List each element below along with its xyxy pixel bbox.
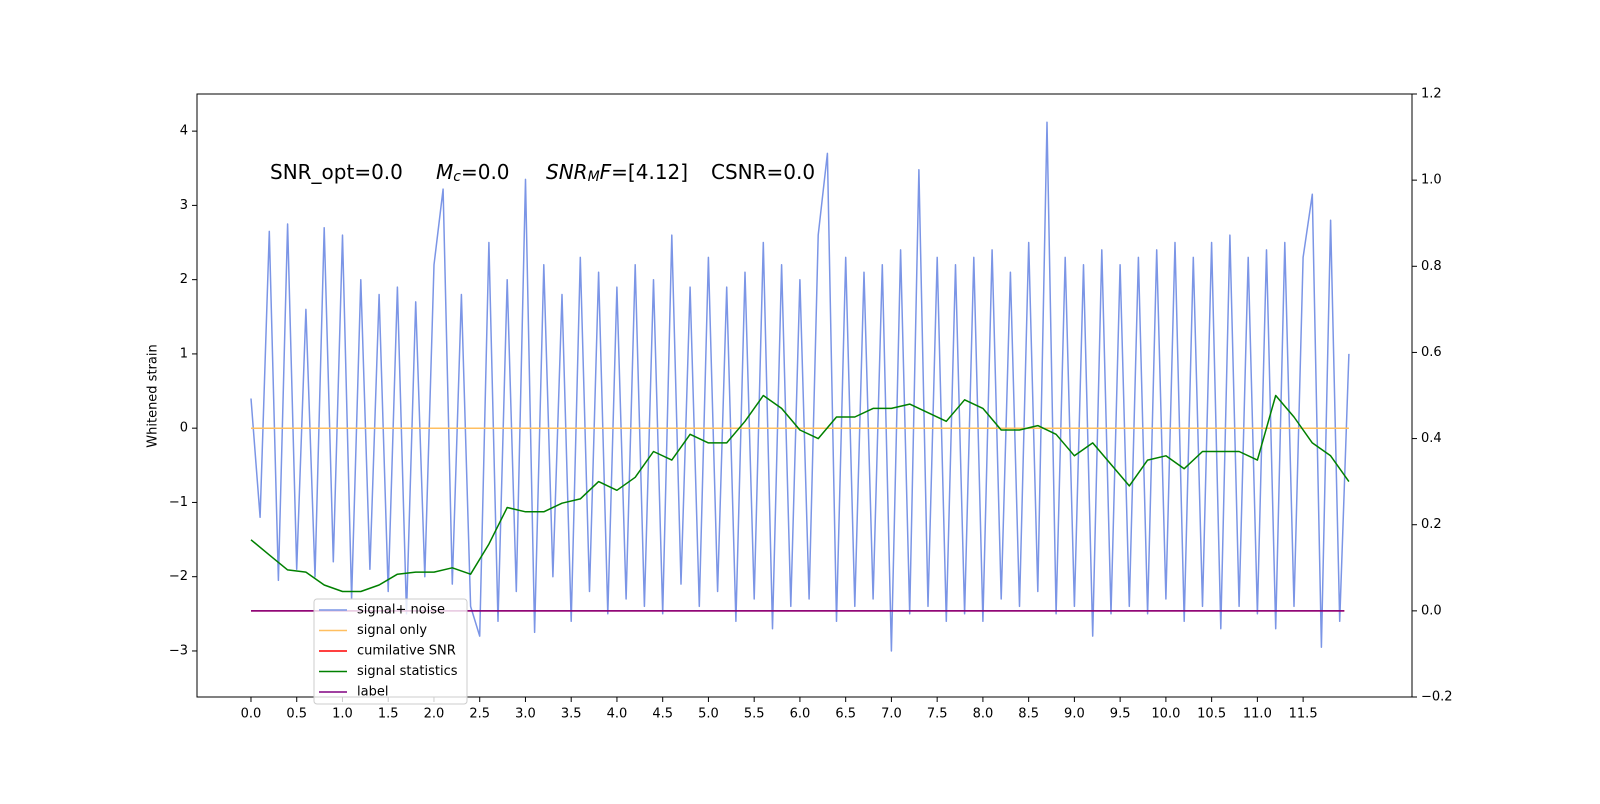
- plot-frame: [196, 93, 1413, 698]
- annotation: Mc=0.0: [436, 160, 510, 186]
- y2-tick-label: 1.2: [1421, 87, 1442, 102]
- y2-tick-label: 0.2: [1421, 517, 1442, 532]
- y2-tick-label: 0.8: [1421, 259, 1442, 274]
- x-tick-label: 8.5: [1018, 707, 1039, 722]
- series-line: [250, 394, 1350, 593]
- x-tick-label: 2.5: [469, 707, 490, 722]
- legend-label: signal statistics: [357, 664, 458, 679]
- x-tick-label: 6.0: [790, 707, 811, 722]
- annotation-part: M: [436, 160, 453, 184]
- x-tick-label: 4.5: [652, 707, 673, 722]
- y-axis-label: Whitened strain: [146, 344, 161, 447]
- y-tick-label: −1: [169, 495, 188, 510]
- x-tick-label: 4.0: [607, 707, 628, 722]
- x-tick-label: 9.5: [1110, 707, 1131, 722]
- x-tick-label: 10.0: [1151, 707, 1180, 722]
- y-tick-label: 2: [180, 272, 188, 287]
- annotation: SNRMF=[4.12]: [546, 160, 688, 186]
- x-tick-label: 8.0: [973, 707, 994, 722]
- annotation-part: =0.0: [461, 160, 510, 184]
- y2-tick-label: 0.0: [1421, 603, 1442, 618]
- annotation-part: M: [588, 169, 600, 185]
- x-tick-label: 0.5: [286, 707, 307, 722]
- x-tick-label: 0.0: [241, 707, 262, 722]
- legend-label: signal+ noise: [357, 603, 445, 618]
- annotation-part: SNR_opt=0.0: [270, 160, 403, 184]
- y-tick-label: 1: [180, 346, 188, 361]
- legend-label: cumilative SNR: [357, 644, 456, 659]
- y2-tick-label: 0.6: [1421, 345, 1442, 360]
- y-tick-label: −3: [169, 643, 188, 658]
- annotation: CSNR=0.0: [711, 160, 815, 184]
- x-tick-label: 7.0: [881, 707, 902, 722]
- annotation-part: =[4.12]: [611, 160, 688, 184]
- x-tick-label: 5.0: [698, 707, 719, 722]
- annotation-part: F: [600, 160, 612, 184]
- x-tick-label: 5.5: [744, 707, 765, 722]
- x-tick-label: 6.5: [835, 707, 856, 722]
- y-tick-label: −2: [169, 569, 188, 584]
- y2-tick-label: 1.0: [1421, 173, 1442, 188]
- annotation-part: SNR: [546, 160, 588, 184]
- y-tick-label: 3: [180, 198, 188, 213]
- legend-box: [313, 598, 468, 705]
- x-tick-label: 2.0: [424, 707, 445, 722]
- x-tick-label: 1.5: [378, 707, 399, 722]
- x-tick-label: 11.5: [1289, 707, 1318, 722]
- x-tick-label: 3.5: [561, 707, 582, 722]
- legend-label: signal only: [357, 623, 427, 638]
- y2-tick-label: 0.4: [1421, 431, 1442, 446]
- x-tick-label: 10.5: [1197, 707, 1226, 722]
- y2-tick-label: −0.2: [1421, 690, 1453, 705]
- y-tick-label: 4: [180, 124, 188, 139]
- x-tick-label: 11.0: [1243, 707, 1272, 722]
- legend-label: label: [357, 685, 388, 700]
- series-line: [250, 121, 1350, 652]
- x-tick-label: 1.0: [332, 707, 353, 722]
- annotation: SNR_opt=0.0: [270, 160, 403, 184]
- annotation-part: c: [453, 169, 461, 185]
- x-tick-label: 3.0: [515, 707, 536, 722]
- annotation-part: CSNR=0.0: [711, 160, 815, 184]
- x-tick-label: 9.0: [1064, 707, 1085, 722]
- x-tick-label: 7.5: [927, 707, 948, 722]
- y-tick-label: 0: [180, 421, 188, 436]
